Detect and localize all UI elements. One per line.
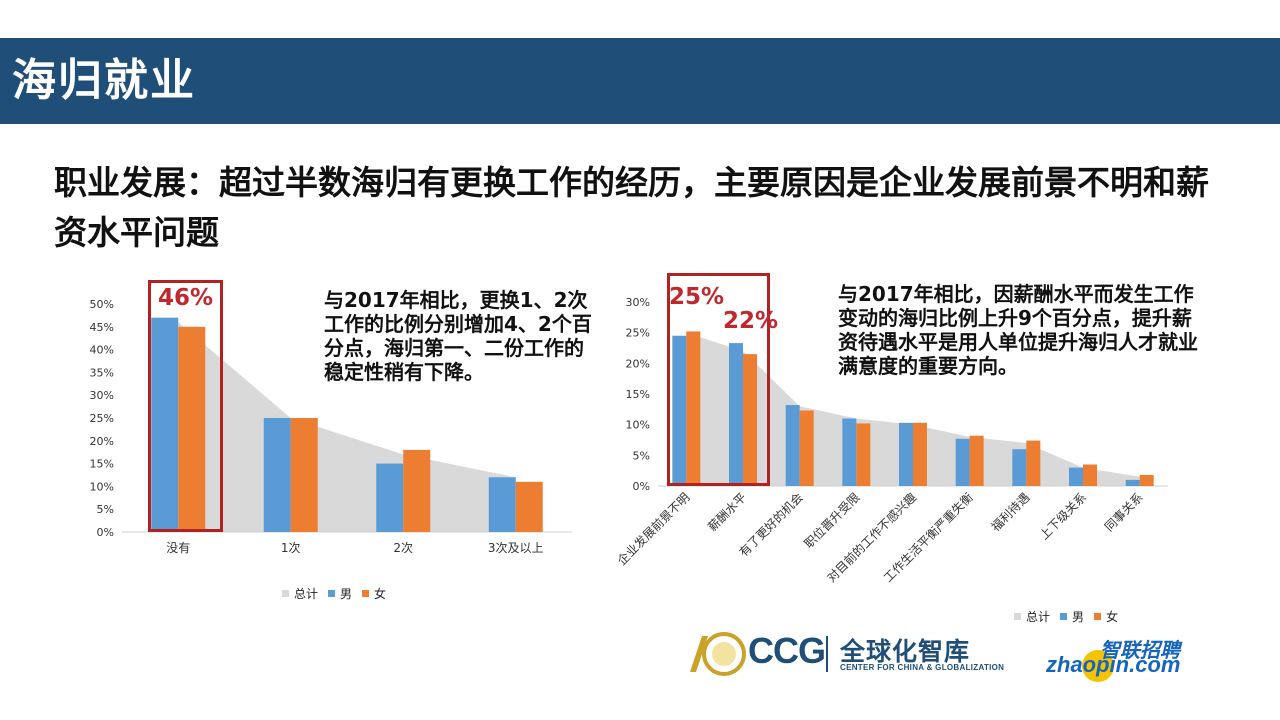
bar-male xyxy=(151,317,179,532)
x-tick-label: 上下级关系 xyxy=(1037,490,1089,542)
y-tick-label: 35% xyxy=(90,366,114,379)
bar-male xyxy=(672,335,687,486)
right-note: 与2017年相比，因薪酬水平而发生工作变动的海归比例上升9个百分点，提升薪资待遇… xyxy=(838,282,1198,378)
page-title: 海归就业 xyxy=(12,55,196,106)
bar-female xyxy=(799,410,814,486)
y-tick-label: 15% xyxy=(626,388,650,401)
chart-change-reasons: 0%5%10%15%20%25%30%企业发展前景不明 薪酬水平有了更好的机会职位… xyxy=(614,296,1168,585)
left-note: 与2017年相比，更换1、2次工作的比例分别增加4、2个百分点，海归第一、二份工… xyxy=(324,288,592,384)
callout-right-2: 22% xyxy=(723,308,779,334)
bar-female xyxy=(743,354,757,486)
zhaopin-english-name: zhaopin.com xyxy=(1046,652,1181,677)
zhaopin-chinese-name: 智联招聘 xyxy=(1100,638,1180,662)
bar-male xyxy=(376,463,404,532)
bar-female xyxy=(1026,440,1041,486)
y-tick-label: 0% xyxy=(633,480,650,493)
header-bar: 海归就业 xyxy=(0,38,1280,124)
x-tick-label: 福利待遇 xyxy=(988,490,1033,535)
y-tick-label: 20% xyxy=(90,435,114,448)
ccg-divider xyxy=(826,636,828,672)
bar-male xyxy=(1012,449,1027,486)
bar-male xyxy=(899,422,913,486)
y-tick-label: 40% xyxy=(90,344,114,357)
ccg-wordmark: CCG xyxy=(748,630,826,671)
ccg-english-name: CENTER FOR CHINA & GLOBALIZATION xyxy=(840,663,1005,672)
y-tick-label: 10% xyxy=(90,480,114,493)
bar-female xyxy=(913,422,927,486)
series-total-area xyxy=(178,322,516,532)
ccg-anniversary-badge-icon xyxy=(690,632,746,676)
y-tick-label: 5% xyxy=(633,449,650,462)
highlight-box-left xyxy=(148,280,223,532)
callout-left: 46% xyxy=(158,285,214,311)
y-tick-label: 10% xyxy=(626,419,650,432)
legend-item-total: 总计 xyxy=(282,585,318,602)
x-tick-label: 职位晋升受限 xyxy=(801,490,863,552)
bar-female xyxy=(1139,474,1154,486)
y-tick-label: 25% xyxy=(626,327,650,340)
bar-male xyxy=(955,438,970,486)
y-tick-label: 50% xyxy=(90,298,114,311)
x-tick-label: 薪酬水平 xyxy=(705,490,749,534)
legend-item-male: 男 xyxy=(328,585,352,602)
bar-female xyxy=(515,481,543,532)
bar-female xyxy=(969,435,984,486)
ccg-chinese-name: 全球化智库 xyxy=(840,637,971,666)
bar-male xyxy=(1125,479,1140,486)
bar-male xyxy=(1069,467,1083,486)
x-tick-label: 2次 xyxy=(393,541,413,555)
y-tick-label: 25% xyxy=(90,412,114,425)
y-tick-label: 30% xyxy=(90,389,114,402)
x-tick-label: 1次 xyxy=(281,541,301,555)
bar-male xyxy=(263,418,291,532)
zhaopin-dot-icon xyxy=(1082,650,1114,682)
x-tick-label: 没有 xyxy=(166,540,190,555)
bar-male xyxy=(729,343,743,486)
bar-male xyxy=(842,418,857,486)
y-tick-label: 0% xyxy=(97,526,114,539)
x-tick-label: 3次及以上 xyxy=(488,541,544,555)
bar-female xyxy=(1083,464,1097,486)
legend-item-total: 总计 xyxy=(1014,608,1050,625)
bar-male xyxy=(785,405,800,486)
zhaopin-logo: 智联招聘 zhaopin.com xyxy=(1046,634,1196,684)
legend-item-female: 女 xyxy=(362,585,386,602)
bar-female xyxy=(178,326,206,532)
y-tick-label: 5% xyxy=(97,503,114,516)
bar-female xyxy=(856,423,871,486)
highlight-box-right xyxy=(667,273,770,486)
headline: 职业发展：超过半数海归有更换工作的经历，主要原因是企业发展前景不明和薪资水平问题 xyxy=(54,163,1209,252)
legend-item-female: 女 xyxy=(1094,608,1118,625)
y-tick-label: 45% xyxy=(90,321,114,334)
legend-left: 总计 男 女 xyxy=(282,585,396,602)
y-tick-label: 15% xyxy=(90,458,114,471)
y-tick-label: 30% xyxy=(626,296,650,309)
ccg-logo: CCG 全球化智库 CENTER FOR CHINA & GLOBALIZATI… xyxy=(684,630,1024,676)
chart-job-changes: 0% 5% 10% 15% 20% 25% 30% 35% 40% 45% 50% 没有 1次 2次 3次及… xyxy=(90,298,572,555)
bar-female xyxy=(686,331,701,486)
legend-item-male: 男 xyxy=(1060,608,1084,625)
y-tick-label: 20% xyxy=(626,357,650,370)
x-tick-label: 同事关系 xyxy=(1102,490,1146,534)
bar-male xyxy=(488,477,516,532)
bar-female xyxy=(290,418,318,532)
bar-female xyxy=(403,449,431,532)
legend-right: 总计 男 女 xyxy=(1014,608,1128,625)
callout-right-1: 25% xyxy=(669,284,725,310)
x-tick-label: 企业发展前景不明 xyxy=(614,490,692,568)
